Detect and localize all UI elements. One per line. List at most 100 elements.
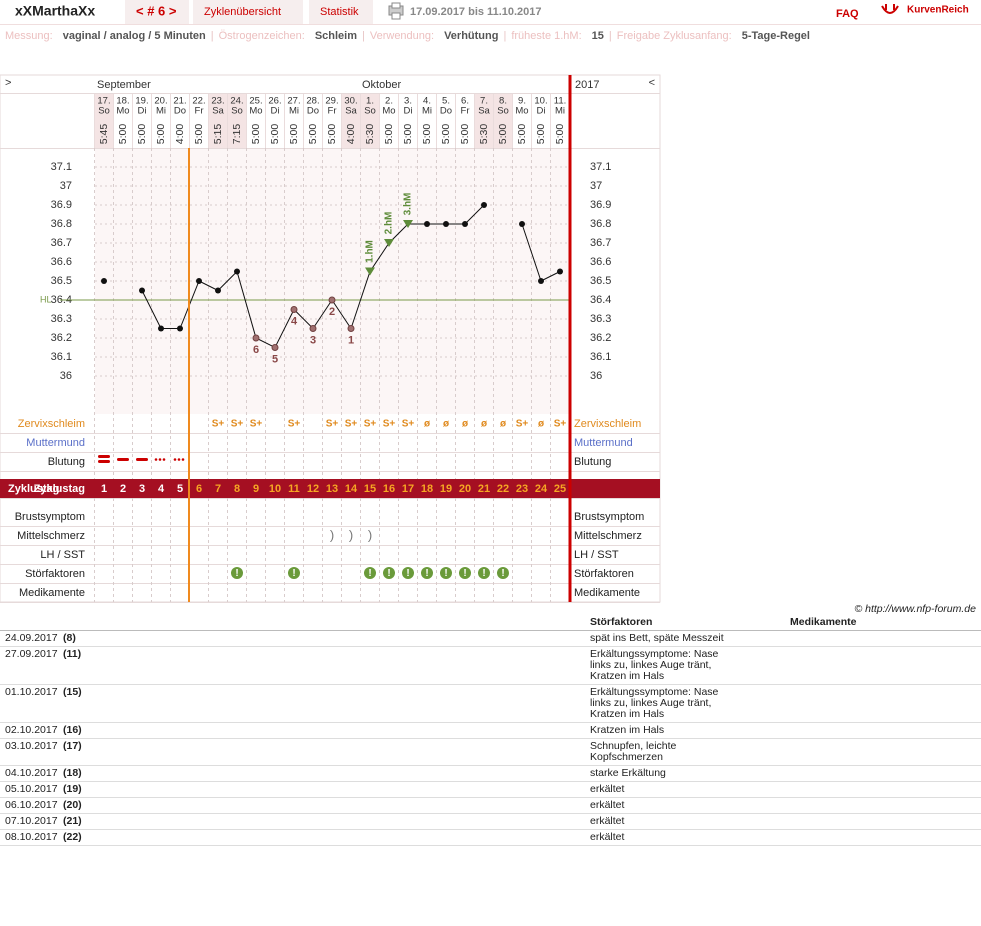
note-text: Erkältungssymptome: Nase links zu, linke… bbox=[590, 646, 790, 685]
brand-logo[interactable]: KurvenReich bbox=[881, 4, 969, 16]
cycle-day: 2 bbox=[120, 483, 126, 495]
separator: | bbox=[609, 30, 612, 42]
zervix-mark: ø bbox=[462, 419, 469, 430]
time: 5:00 bbox=[497, 124, 509, 145]
zervix-mark: S+ bbox=[326, 419, 339, 430]
date: 1. bbox=[366, 96, 374, 107]
info-label: früheste 1.hM: bbox=[511, 30, 581, 42]
y-tick-label: 36.3 bbox=[590, 313, 611, 325]
tab[interactable]: Zyklenübersicht bbox=[204, 6, 281, 18]
stoer-mark: ! bbox=[387, 568, 390, 579]
time: 5:00 bbox=[535, 124, 547, 145]
row-label: Blutung bbox=[574, 456, 611, 468]
cycle-day: 21 bbox=[478, 483, 490, 495]
zervix-mark: ø bbox=[443, 419, 450, 430]
hm-marker bbox=[403, 220, 413, 228]
row-label: Mittelschmerz bbox=[574, 530, 642, 542]
stoer-mark: ! bbox=[444, 568, 447, 579]
point-label: 4 bbox=[291, 315, 298, 327]
note-text: erkältet bbox=[590, 829, 790, 846]
nav-left[interactable]: > bbox=[5, 77, 11, 89]
stoer-mark: ! bbox=[406, 568, 409, 579]
separator: | bbox=[503, 30, 506, 42]
note-date: 24.09.2017 bbox=[0, 630, 63, 647]
weekday: So bbox=[364, 106, 376, 117]
time: 5:00 bbox=[155, 124, 167, 145]
cycle-day: 22 bbox=[497, 483, 509, 495]
zervix-mark: S+ bbox=[288, 419, 301, 430]
info-value: 15 bbox=[592, 30, 604, 42]
cell bbox=[0, 615, 63, 631]
note-text: spät ins Bett, späte Messzeit bbox=[590, 632, 724, 644]
time: 5:00 bbox=[516, 124, 528, 145]
note-medication bbox=[790, 797, 981, 814]
note-medication bbox=[790, 813, 981, 830]
nav-right[interactable]: < bbox=[649, 77, 655, 89]
info-label: Verwendung: bbox=[370, 30, 434, 42]
y-tick-label: 36.8 bbox=[51, 218, 72, 230]
temperature-point bbox=[101, 278, 107, 284]
weekday: Do bbox=[174, 106, 186, 117]
y-tick-label: 36 bbox=[590, 370, 602, 382]
weekday: Mi bbox=[289, 106, 299, 117]
note-text: erkältet bbox=[590, 783, 625, 795]
temperature-point bbox=[196, 278, 202, 284]
weekday: Di bbox=[271, 106, 280, 117]
weekday: So bbox=[98, 106, 110, 117]
zervix-mark: ø bbox=[538, 419, 545, 430]
hm-marker bbox=[384, 239, 394, 247]
cycle-nav[interactable]: < # 6 > bbox=[136, 3, 177, 18]
cycle-day: 23 bbox=[516, 483, 528, 495]
weekday: Mi bbox=[555, 106, 565, 117]
y-tick-label: 36.7 bbox=[590, 237, 611, 249]
note-medication bbox=[790, 646, 981, 685]
y-tick-label: 36.6 bbox=[51, 256, 72, 268]
date: 10. bbox=[534, 96, 547, 107]
user-name[interactable]: xXMarthaXx bbox=[15, 3, 95, 19]
note-text: Schnupfen, leichte Kopfschmerzen bbox=[590, 738, 790, 766]
y-tick-label: 36.5 bbox=[51, 275, 72, 287]
notes-section: © http://www.nfp-forum.de Störfaktoren Me… bbox=[0, 603, 981, 846]
weekend-bg bbox=[360, 94, 380, 148]
brand-name[interactable]: KurvenReich bbox=[907, 5, 969, 16]
date: 9. bbox=[518, 96, 526, 107]
y-tick-label: 36.3 bbox=[51, 313, 72, 325]
zervix-mark: S+ bbox=[250, 419, 263, 430]
date: 3. bbox=[404, 96, 412, 107]
note-row: 03.10.2017 (17) Schnupfen, leichte Kopfsch… bbox=[0, 738, 981, 766]
cycle-day: 14 bbox=[345, 483, 358, 495]
note-medication bbox=[790, 630, 981, 647]
cycle-day: 3 bbox=[139, 483, 145, 495]
temperature-point bbox=[309, 325, 317, 332]
note-text: Erkältungssymptome: Nase links zu, linke… bbox=[590, 648, 719, 682]
date: 18. bbox=[116, 96, 129, 107]
cycle-day: 5 bbox=[177, 483, 183, 495]
faq-link[interactable]: FAQ bbox=[836, 8, 859, 20]
weekend-bg bbox=[208, 94, 228, 148]
hl-label: HL bbox=[40, 294, 52, 304]
point-label: 6 bbox=[253, 344, 259, 356]
note-date: 01.10.2017 bbox=[0, 684, 63, 723]
y-tick-label: 36.2 bbox=[51, 332, 72, 344]
tab[interactable]: Statistik bbox=[320, 6, 359, 18]
zervix-mark: S+ bbox=[212, 419, 225, 430]
note-row: 02.10.2017 (16) Kratzen im Hals bbox=[0, 722, 981, 739]
time: 4:00 bbox=[174, 124, 186, 145]
cycle-day: 13 bbox=[326, 483, 338, 495]
temperature-point bbox=[252, 334, 260, 342]
month-label: September bbox=[97, 79, 151, 91]
cycle-day: 9 bbox=[253, 483, 259, 495]
time: 5:00 bbox=[440, 124, 452, 145]
time: 5:45 bbox=[98, 124, 110, 145]
y-tick-label: 36 bbox=[60, 370, 72, 382]
date: 27. bbox=[287, 96, 300, 107]
year-label: 2017 bbox=[575, 79, 599, 91]
y-tick-label: 37 bbox=[60, 180, 72, 192]
cycle-chart: xXMarthaXx < # 6 > Zyklenübersicht Stati… bbox=[0, 0, 981, 603]
print-icon[interactable] bbox=[388, 2, 404, 20]
note-text: erkältet bbox=[590, 781, 790, 798]
info-value: Verhütung bbox=[444, 30, 498, 42]
time: 5:00 bbox=[326, 124, 338, 145]
time: 5:15 bbox=[212, 124, 224, 145]
point-label: 1 bbox=[348, 334, 354, 346]
